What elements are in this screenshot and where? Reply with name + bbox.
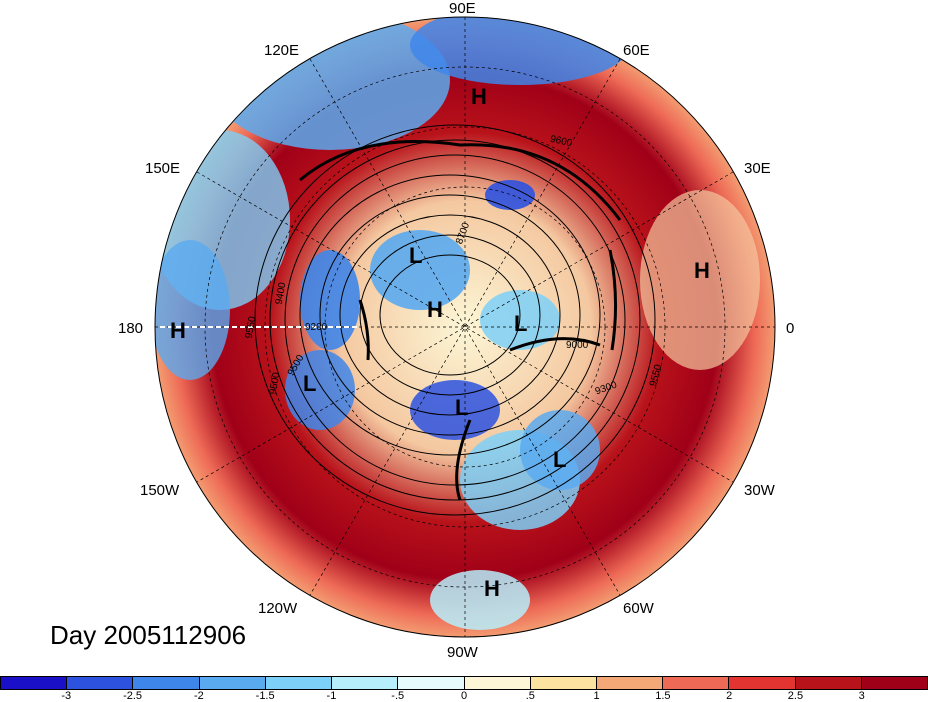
colorbar-swatch (332, 677, 399, 689)
lon-label-60w: 60W (623, 600, 654, 617)
lon-label-120w: 120W (258, 600, 298, 617)
colorbar-tick-label: -2 (193, 690, 204, 702)
low-center-atlantic: L (553, 447, 567, 472)
day-label: Day 2005112906 (50, 620, 247, 650)
colorbar-swatch (861, 677, 928, 689)
lon-label-60e: 60E (623, 42, 650, 59)
lon-label-30w: 30W (744, 482, 775, 499)
colorbar (0, 676, 928, 690)
colorbar-swatch (663, 677, 730, 689)
colorbar-swatch (133, 677, 200, 689)
map-boundary (154, 16, 776, 638)
colorbar-tick-label: 3 (858, 690, 865, 702)
colorbar-swatch (729, 677, 796, 689)
colorbar-tick-label: 2 (726, 690, 733, 702)
colorbar-swatch (530, 677, 597, 689)
colorbar-tick-label: 1.5 (655, 690, 671, 702)
colorbar-swatch (795, 677, 862, 689)
colorbar-tick-label: -2.5 (123, 690, 143, 702)
lon-label-150w: 150W (140, 482, 180, 499)
colorbar-tick-label: .5 (525, 690, 535, 702)
colorbar-swatch (199, 677, 266, 689)
colorbar-tick-label: -1.5 (255, 690, 275, 702)
contour-label: 9200 (305, 322, 328, 333)
colorbar-tick-label: -.5 (391, 690, 405, 702)
colorbar-tick-label: 0 (460, 690, 468, 702)
low-center-alaska: L (303, 371, 317, 396)
colorbar-tick-label: 1 (593, 690, 600, 702)
lon-label-120e: 120E (264, 42, 300, 59)
colorbar-tick-label: -1 (326, 690, 337, 702)
colorbar-tick-label: -3 (61, 690, 72, 702)
colorbar-swatch (596, 677, 664, 689)
lon-label-30e: 30E (744, 160, 771, 177)
colorbar-tick-label: 2.5 (787, 690, 804, 702)
low-center-greenland-sea: L (514, 311, 528, 336)
lon-label-150e: 150E (145, 160, 181, 177)
lon-label-90w: 90W (447, 644, 478, 661)
height-contours (254, 124, 656, 516)
lon-label-180: 180 (118, 320, 144, 337)
lon-label-0: 0 (786, 320, 795, 337)
colorbar-swatch (398, 677, 465, 689)
high-center-africa: H (694, 258, 710, 283)
high-center-90e: H (471, 84, 487, 109)
colorbar-swatch (67, 677, 134, 689)
colorbar-swatch (1, 677, 68, 689)
colorbar-swatch (464, 677, 531, 689)
lon-label-90e: 90E (449, 0, 476, 17)
low-center-hudson: L (455, 395, 469, 420)
contour-label: 9000 (566, 340, 589, 351)
low-center-north-siberia: L (409, 243, 423, 268)
high-center-pole: H (427, 297, 443, 322)
high-center-90w: H (484, 576, 500, 601)
high-center-dateline: H (170, 318, 186, 343)
colorbar-swatch (265, 677, 333, 689)
